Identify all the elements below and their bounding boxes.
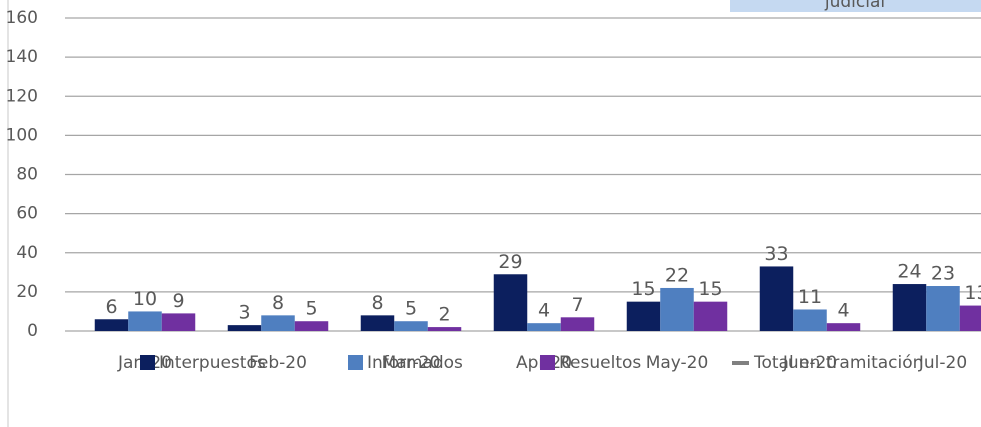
value-label: 11: [798, 286, 822, 308]
value-label: 9: [172, 290, 184, 312]
x-tick-label: Feb-20: [249, 353, 307, 373]
y-tick-label: 0: [27, 321, 38, 341]
y-tick-label: 20: [16, 282, 38, 302]
value-label: 10: [133, 288, 157, 310]
bar: [427, 327, 462, 331]
value-label: 8: [371, 292, 383, 314]
bar: [161, 313, 196, 331]
bar: [959, 305, 981, 331]
y-tick-label: 60: [16, 204, 38, 224]
bar: [759, 266, 794, 331]
chart-title: judicial: [824, 0, 885, 12]
x-tick-label: Jul-20: [918, 353, 967, 373]
value-label: 3: [238, 302, 250, 324]
value-label: 7: [571, 294, 583, 316]
x-tick-label: Mar-20: [382, 353, 441, 373]
value-label: 6: [105, 296, 117, 318]
bar: [227, 325, 262, 331]
legend-swatch: [348, 355, 363, 370]
bar: [560, 317, 595, 331]
value-label: 5: [405, 298, 417, 320]
value-label: 2: [438, 304, 450, 326]
bar: [660, 287, 694, 331]
value-label: 22: [665, 264, 689, 286]
bar: [394, 321, 428, 331]
value-label: 24: [897, 261, 921, 283]
bar: [626, 301, 661, 331]
y-tick-label: 160: [6, 8, 38, 28]
y-tick-label: 140: [6, 47, 38, 67]
x-tick-label: May-20: [646, 353, 709, 373]
value-label: 4: [538, 300, 550, 322]
x-tick-label: Jun-20: [782, 353, 837, 373]
bar: [94, 319, 129, 331]
y-tick-label: 40: [16, 243, 38, 263]
y-tick-label: 100: [6, 125, 38, 145]
bar: [693, 301, 728, 331]
y-tick-label: 80: [16, 165, 38, 185]
value-label: 33: [764, 243, 788, 265]
bar: [892, 284, 927, 331]
legend-swatch: [732, 361, 749, 365]
legend-label: Resueltos: [559, 353, 641, 373]
value-label: 15: [698, 278, 722, 300]
bar: [261, 315, 295, 331]
bar: [128, 311, 162, 331]
value-label: 29: [498, 251, 522, 273]
value-label: 15: [631, 278, 655, 300]
bar: [926, 286, 960, 331]
value-label: 13: [964, 282, 981, 304]
legend-label: Interpuestos: [159, 353, 266, 373]
bar: [527, 323, 561, 331]
legend-swatch: [140, 355, 155, 370]
bar: [294, 321, 329, 331]
bar: [360, 315, 395, 331]
legend-label: Informados: [367, 353, 463, 373]
value-label: 4: [837, 300, 849, 322]
value-label: 8: [272, 292, 284, 314]
legend-swatch: [540, 355, 555, 370]
bar: [826, 323, 861, 331]
legend-label: Total en tramitación: [753, 353, 923, 373]
bar: [493, 274, 528, 331]
bar: [793, 309, 827, 331]
value-label: 5: [305, 298, 317, 320]
title-box: [730, 0, 981, 12]
value-label: 23: [931, 263, 955, 285]
y-tick-label: 120: [6, 86, 38, 106]
